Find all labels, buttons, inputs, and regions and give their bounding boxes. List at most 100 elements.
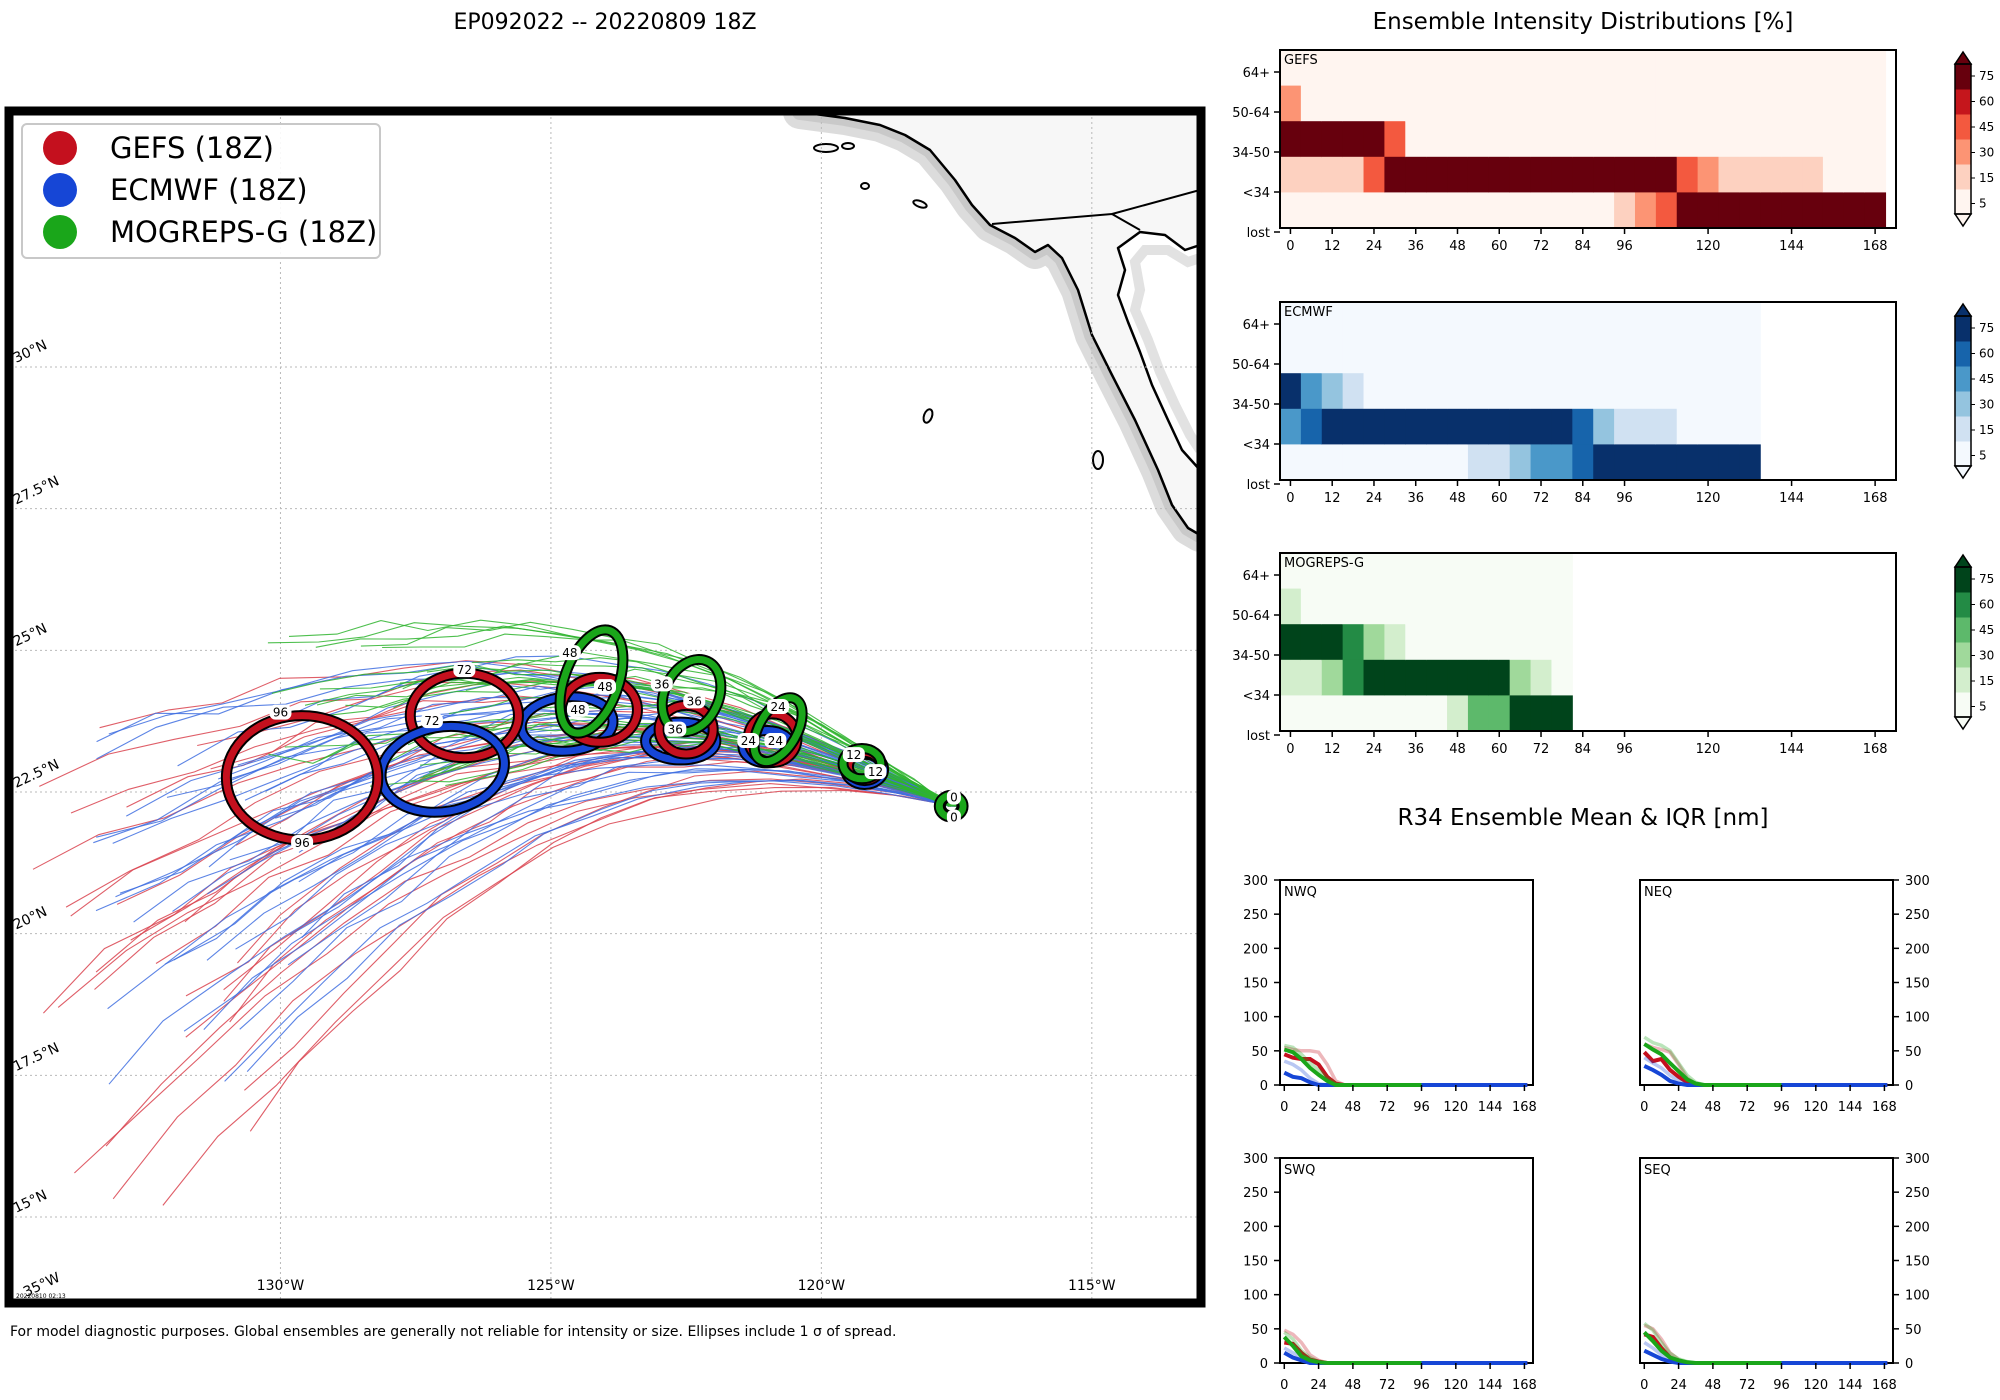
hour-label-bg bbox=[291, 835, 314, 850]
heat-cell bbox=[1551, 85, 1573, 122]
colorbar-tick-label: 75 bbox=[1979, 69, 1994, 83]
heat-cell bbox=[1447, 373, 1469, 410]
hour-label-bg bbox=[767, 699, 790, 714]
heat-cell bbox=[1321, 624, 1344, 661]
heat-cell bbox=[1593, 192, 1615, 229]
x-tick-label: 0 bbox=[1280, 1100, 1288, 1115]
heat-cell bbox=[1300, 444, 1323, 481]
heat-cell bbox=[1300, 553, 1323, 590]
heat-cell bbox=[1363, 624, 1385, 661]
colorbar-tick-label: 45 bbox=[1979, 372, 1994, 386]
x-tick-label: 96 bbox=[1413, 1378, 1430, 1393]
heat-cell bbox=[1300, 192, 1323, 229]
heat-cell bbox=[1864, 85, 1887, 122]
hour-label-bg bbox=[664, 721, 687, 737]
colorbar-segment bbox=[1955, 391, 1971, 417]
hour-label: 0 bbox=[946, 809, 961, 825]
heat-cell bbox=[1739, 302, 1761, 339]
heat-cell bbox=[1614, 408, 1636, 445]
heat-cell bbox=[1363, 50, 1385, 87]
hour-label: 12 bbox=[864, 764, 887, 780]
y-tick-label: 100 bbox=[1905, 1011, 1930, 1026]
x-tick-label: 96 bbox=[1616, 742, 1633, 757]
map-lon-labels: 130°W 125°W 120°W 115°W bbox=[257, 1278, 1116, 1294]
heat-cell bbox=[1760, 156, 1782, 193]
heat-cell bbox=[1802, 121, 1824, 158]
x-tick-label: 24 bbox=[1366, 491, 1383, 506]
heat-cell bbox=[1321, 553, 1344, 590]
heat-cell bbox=[1530, 373, 1552, 410]
intensity-panel-mogreps-g: MOGREPS-G 64+ 50-64 34-50 <34 lost 0 12 24 36 48 60… bbox=[1232, 552, 1994, 757]
x-tick-label: 24 bbox=[1366, 239, 1383, 254]
mogreps-g-track bbox=[360, 621, 950, 807]
hour-label-text: 0 bbox=[950, 791, 958, 805]
heat-cell bbox=[1822, 192, 1845, 229]
ecmwf-track bbox=[239, 768, 949, 1030]
heat-cell bbox=[1572, 85, 1594, 122]
heat-cell bbox=[1530, 192, 1552, 229]
colorbar-tick-label: 15 bbox=[1979, 171, 1994, 185]
lon-tick-label: 130°W bbox=[257, 1278, 305, 1294]
heat-cell bbox=[1447, 156, 1469, 193]
x-tick-label: 60 bbox=[1491, 742, 1508, 757]
heat-cell bbox=[1426, 444, 1448, 481]
heat-cell bbox=[1384, 50, 1406, 87]
x-tick-label: 120 bbox=[1696, 742, 1721, 757]
heat-cell bbox=[1488, 624, 1511, 661]
heat-cell bbox=[1488, 695, 1511, 732]
heat-cell bbox=[1280, 444, 1302, 481]
x-tick-label: 48 bbox=[1345, 1100, 1362, 1115]
x-tick-label: 168 bbox=[1872, 1100, 1897, 1115]
x-tick-label: 84 bbox=[1575, 239, 1592, 254]
hour-label: 96 bbox=[291, 835, 314, 850]
heat-cell bbox=[1509, 302, 1532, 339]
hour-label-text: 96 bbox=[273, 706, 288, 720]
heat-cell bbox=[1739, 121, 1761, 158]
heat-cell bbox=[1676, 192, 1699, 229]
x-tick-label: 120 bbox=[1696, 491, 1721, 506]
hour-label: 36 bbox=[664, 721, 687, 737]
heat-cell bbox=[1614, 444, 1636, 481]
heat-cell bbox=[1572, 50, 1594, 87]
colorbar-tick-label: 30 bbox=[1979, 146, 1994, 160]
legend-marker bbox=[43, 173, 77, 207]
heat-cell bbox=[1405, 121, 1427, 158]
heat-cell bbox=[1760, 121, 1782, 158]
colorbar-bottom-cap bbox=[1953, 465, 1973, 480]
x-tick-label: 48 bbox=[1449, 239, 1466, 254]
legend-marker bbox=[43, 215, 77, 249]
heat-cell bbox=[1614, 121, 1636, 158]
heat-cell bbox=[1300, 121, 1323, 158]
hour-label: 96 bbox=[269, 704, 292, 720]
heat-cell bbox=[1384, 659, 1406, 696]
y-tick-label: 64+ bbox=[1243, 318, 1270, 333]
y-tick-label: 200 bbox=[1243, 942, 1268, 957]
heat-cell bbox=[1342, 337, 1365, 374]
heat-cell bbox=[1509, 337, 1532, 374]
heat-cell bbox=[1384, 695, 1406, 732]
heat-cell bbox=[1363, 659, 1385, 696]
lon-tick-label: 125°W bbox=[527, 1278, 575, 1294]
heat-cell bbox=[1572, 302, 1594, 339]
heat-cell bbox=[1447, 408, 1469, 445]
heat-cell bbox=[1447, 659, 1469, 696]
colorbar-bottom-cap bbox=[1953, 213, 1973, 228]
y-tick-label: 250 bbox=[1243, 1186, 1268, 1201]
heat-cell bbox=[1551, 659, 1573, 696]
x-tick-label: 96 bbox=[1413, 1100, 1430, 1115]
heat-cell bbox=[1572, 444, 1594, 481]
heat-cell bbox=[1405, 302, 1427, 339]
heat-cell bbox=[1447, 85, 1469, 122]
heat-cell bbox=[1384, 588, 1406, 625]
intensity-panel-ecmwf: ECMWF 64+ 50-64 34-50 <34 lost 0 12 24 36 48 60 72 84… bbox=[1232, 301, 1994, 506]
heat-cell bbox=[1488, 444, 1511, 481]
heat-cell bbox=[1467, 302, 1490, 339]
heat-cell bbox=[1697, 373, 1720, 410]
panel-label: MOGREPS-G bbox=[1284, 556, 1364, 571]
r34-panel-nwq: NWQ 0 50 100 150 200 250 300 0 24 48 72 96 120 144 168 bbox=[1243, 874, 1537, 1115]
heat-cell bbox=[1634, 121, 1657, 158]
colorbar-tick-label: 30 bbox=[1979, 649, 1994, 663]
colorbar-segment bbox=[1955, 64, 1971, 90]
x-tick-label: 48 bbox=[1449, 491, 1466, 506]
heat-cell bbox=[1321, 85, 1344, 122]
